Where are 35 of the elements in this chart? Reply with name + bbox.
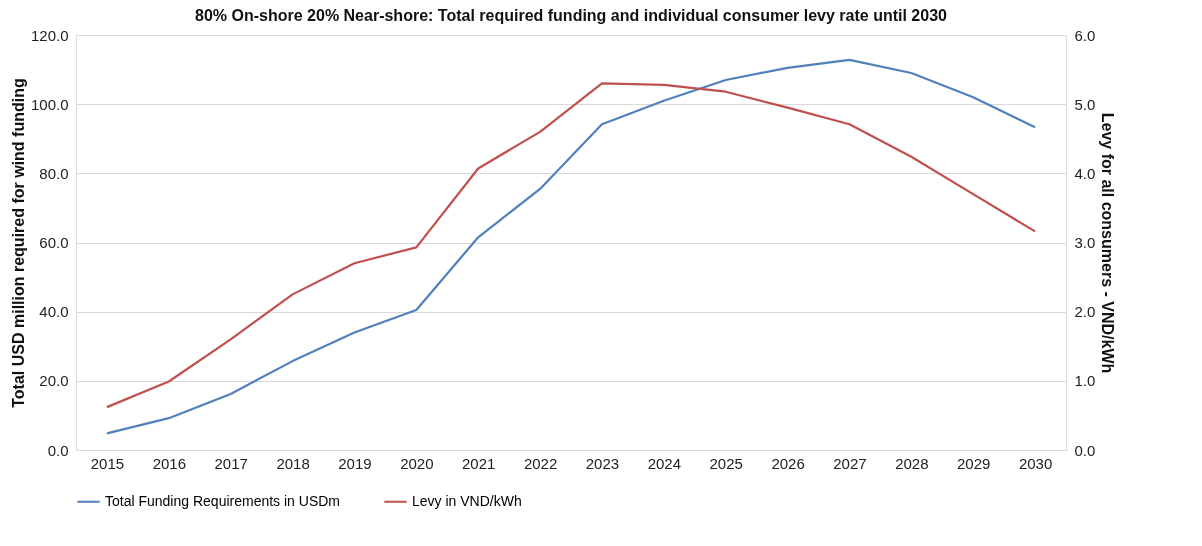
y2-axis-title: Levy for all consumers - VND/kWh [1099,112,1117,374]
x-tick-label: 2016 [152,454,186,472]
y2-tick-label: 3.0 [1074,234,1096,251]
y-tick-label: 40.0 [39,303,69,321]
x-tick-label: 2021 [462,454,496,472]
x-tick-label: 2022 [523,454,558,472]
x-tick-label: 2019 [338,454,372,472]
y-tick-label: 120.0 [30,26,69,44]
y-axis-title: Total USD million required for wind funding [9,78,27,408]
y2-tick-label: 4.0 [1074,164,1096,182]
y2-tick-label: 2.0 [1074,303,1096,321]
x-tick-label: 2027 [833,454,867,472]
y-tick-label: 80.0 [39,164,69,182]
y2-tick-label: 5.0 [1074,95,1096,113]
y-tick-label: 0.0 [47,441,69,459]
x-tick-label: 2015 [90,454,125,472]
x-tick-label: 2024 [647,454,681,472]
y2-tick-label: 6.0 [1074,26,1096,44]
y-tick-label: 60.0 [39,234,69,251]
x-tick-label: 2018 [276,454,310,472]
y2-tick-label: 0.0 [1074,441,1096,459]
legend-label: Total Funding Requirements in USDm [105,492,340,509]
x-tick-label: 2020 [400,454,434,472]
y-tick-label: 20.0 [39,372,69,390]
x-tick-label: 2025 [709,454,743,472]
x-tick-label: 2029 [957,454,991,472]
y2-tick-label: 1.0 [1074,372,1096,390]
legend-label: Levy in VND/kWh [412,492,522,509]
x-tick-label: 2023 [585,454,620,472]
x-tick-label: 2030 [1018,454,1053,472]
chart-title: 80% On-shore 20% Near-shore: Total required funding and individual consumer levy rate until 2030 [195,7,948,24]
y-tick-label: 100.0 [30,95,69,113]
x-tick-label: 2026 [771,454,805,472]
x-tick-label: 2017 [214,454,248,472]
x-tick-label: 2028 [895,454,929,472]
